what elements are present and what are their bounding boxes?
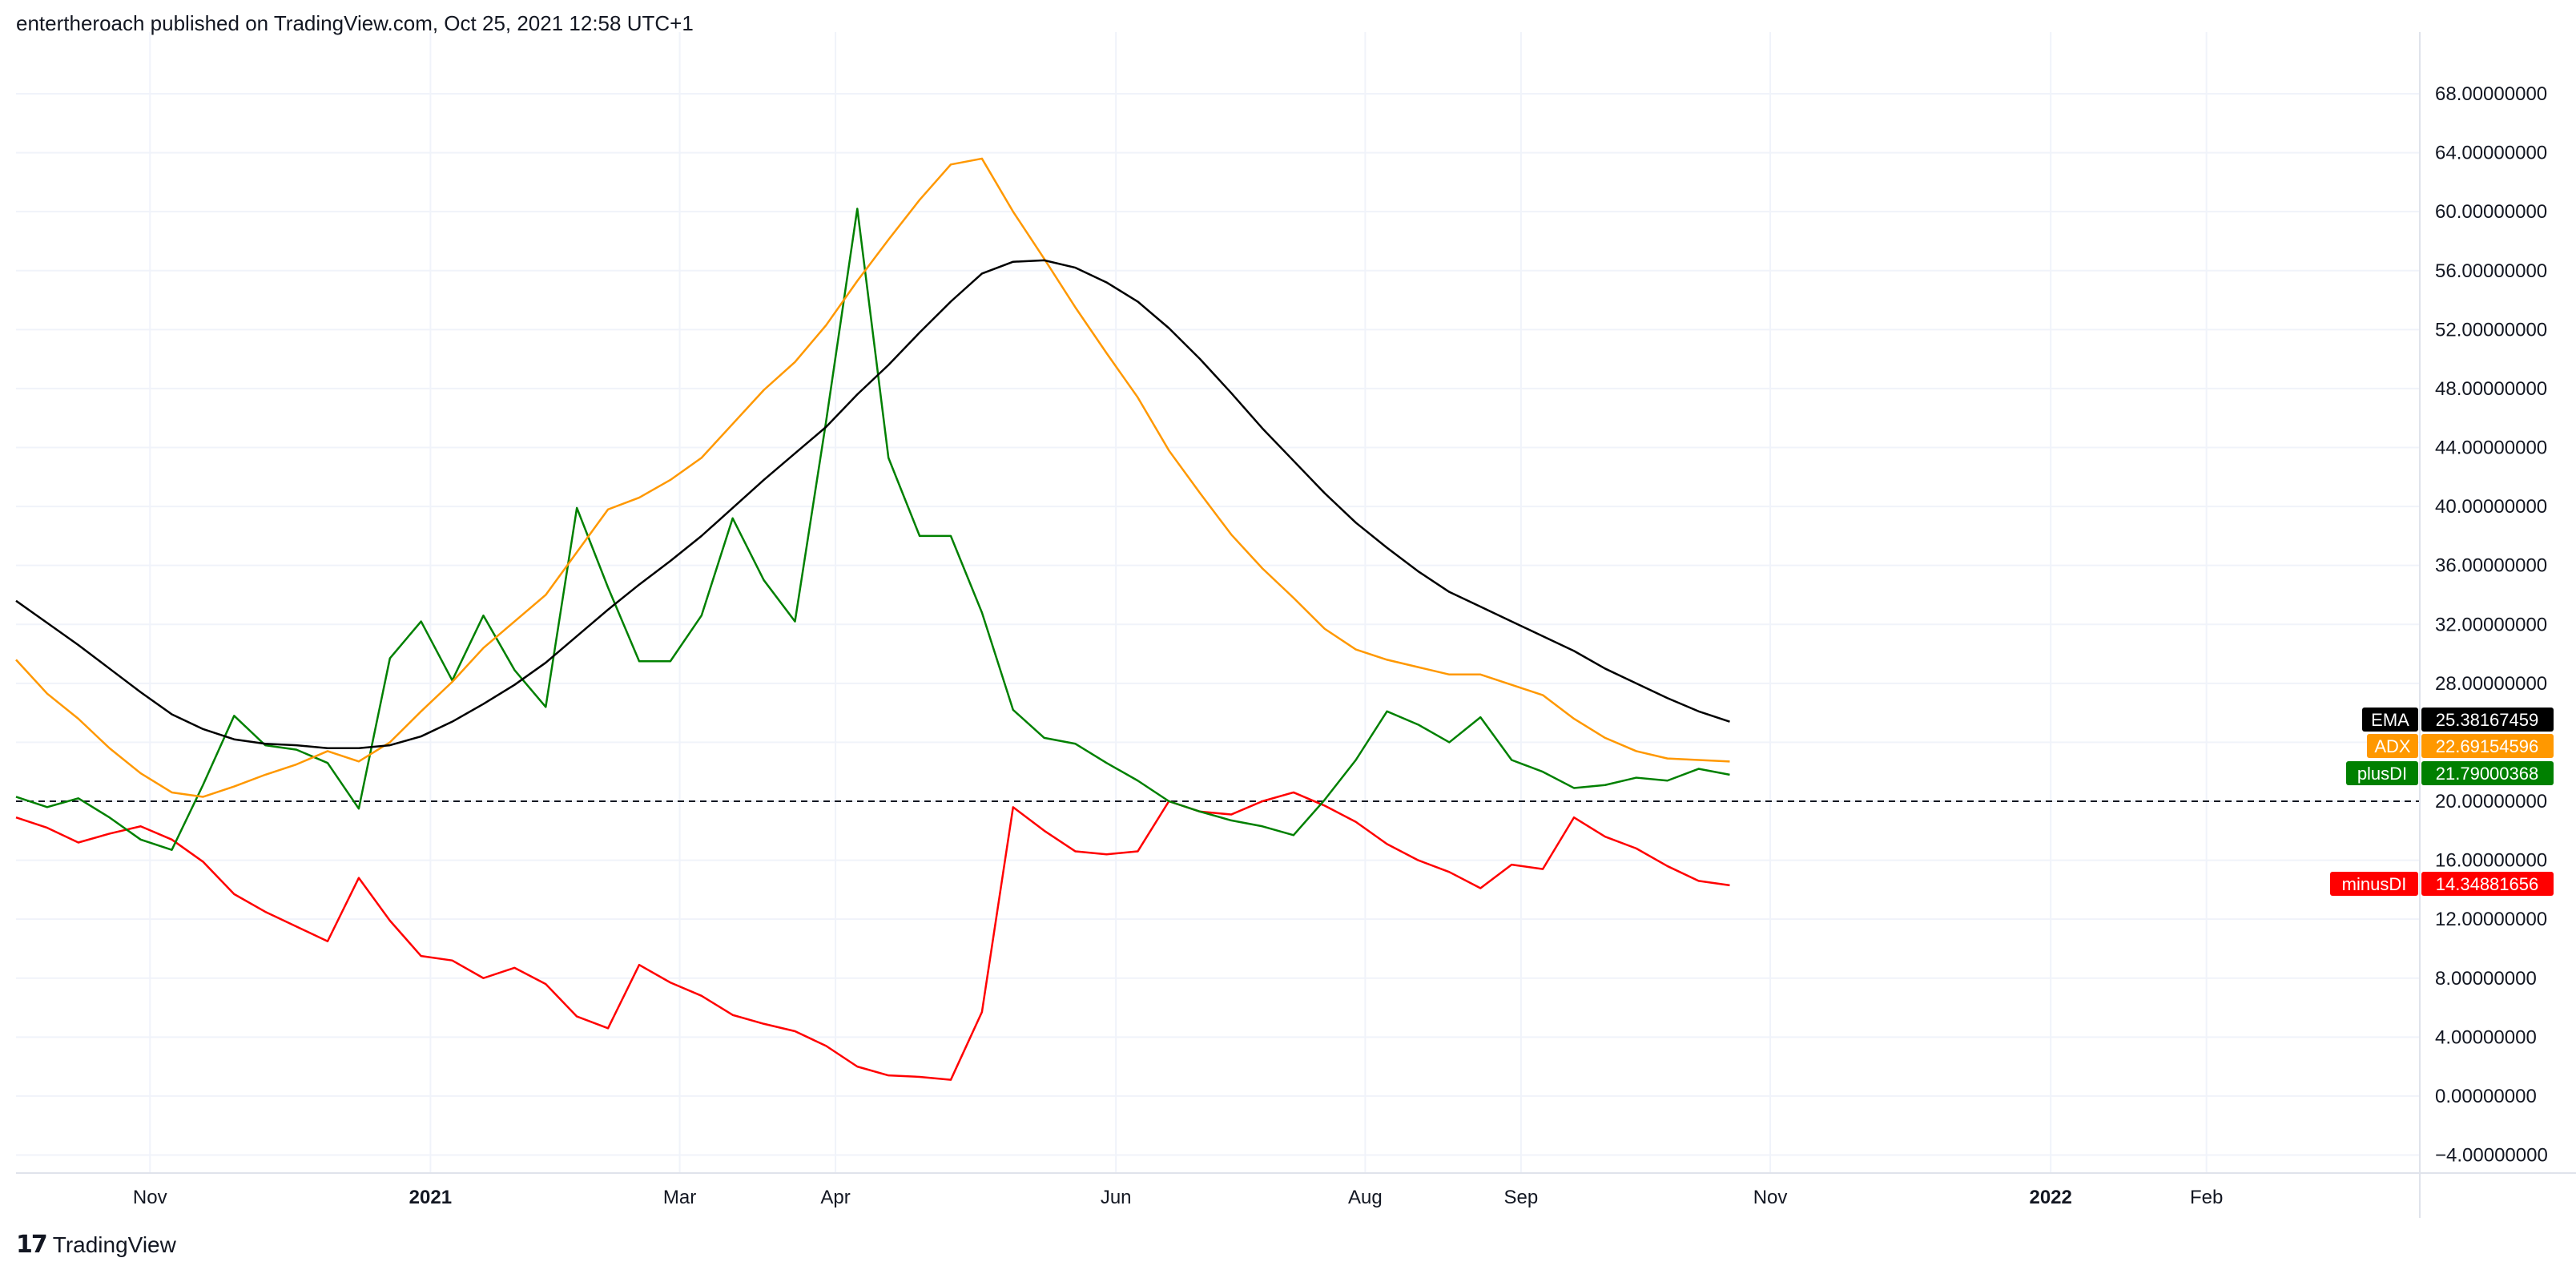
x-tick-label: Aug xyxy=(1348,1187,1383,1208)
tag-series-value: 14.34881656 xyxy=(2436,874,2538,894)
tag-series-name: plusDI xyxy=(2357,764,2407,784)
value-tag-plusdi: plusDI 21.79000368 xyxy=(2346,761,2554,785)
x-tick-label: Apr xyxy=(820,1187,850,1208)
brand-text: TradingView xyxy=(52,1232,176,1257)
y-tick-label: 20.00000000 xyxy=(2435,791,2547,812)
x-tick-label: Nov xyxy=(133,1187,167,1208)
x-tick-label: Feb xyxy=(2190,1187,2223,1208)
y-tick-label: 68.00000000 xyxy=(2435,83,2547,105)
value-tag-ema: EMA 25.38167459 xyxy=(2362,708,2554,732)
value-tag-minusdi: minusDI 14.34881656 xyxy=(2330,872,2554,896)
y-tick-label: 4.00000000 xyxy=(2435,1026,2537,1048)
y-tick-label: 28.00000000 xyxy=(2435,673,2547,695)
tradingview-logo-icon: 𝟭𝟳 xyxy=(16,1232,48,1258)
y-tick-label: 44.00000000 xyxy=(2435,437,2547,459)
tag-series-name: EMA xyxy=(2371,710,2409,730)
series-line-ema xyxy=(15,259,1730,750)
time-axis[interactable]: Nov 2021 Mar Apr Jun Aug Sep Nov 2022 Feb xyxy=(133,1187,2223,1208)
x-tick-label: Sep xyxy=(1504,1187,1539,1208)
publish-header: entertheroach published on TradingView.c… xyxy=(16,11,694,35)
y-tick-label: 40.00000000 xyxy=(2435,496,2547,518)
series-value-tags: EMA 25.38167459 ADX 22.69154596 plusDI 21.790… xyxy=(2330,708,2554,896)
y-tick-label: 60.00000000 xyxy=(2435,201,2547,223)
y-tick-label: 16.00000000 xyxy=(2435,850,2547,872)
tag-series-value: 25.38167459 xyxy=(2436,710,2538,730)
y-tick-label: −4.00000000 xyxy=(2435,1145,2548,1167)
tag-series-name: minusDI xyxy=(2342,874,2407,894)
y-tick-label: 12.00000000 xyxy=(2435,909,2547,930)
y-tick-label: 36.00000000 xyxy=(2435,555,2547,577)
y-tick-label: 64.00000000 xyxy=(2435,143,2547,164)
x-tick-label: 2021 xyxy=(409,1187,452,1208)
x-tick-label: Jun xyxy=(1101,1187,1132,1208)
tag-series-value: 21.79000368 xyxy=(2436,764,2538,784)
x-tick-label: 2022 xyxy=(2029,1187,2071,1208)
y-tick-label: 56.00000000 xyxy=(2435,260,2547,282)
x-tick-label: Nov xyxy=(1753,1187,1788,1208)
series-layer xyxy=(15,157,1730,1081)
chart-grid xyxy=(16,32,2420,1173)
series-line-minusdi xyxy=(15,791,1730,1081)
y-tick-label: 48.00000000 xyxy=(2435,378,2547,400)
series-line-adx xyxy=(15,157,1730,798)
series-line-plusdi xyxy=(15,208,1730,851)
tag-series-name: ADX xyxy=(2374,736,2411,756)
x-tick-label: Mar xyxy=(663,1187,696,1208)
y-tick-label: 0.00000000 xyxy=(2435,1086,2537,1107)
value-tag-adx: ADX 22.69154596 xyxy=(2367,734,2554,758)
price-axis[interactable]: 68.00000000 64.00000000 60.00000000 56.0000… xyxy=(2435,83,2548,1167)
tag-series-value: 22.69154596 xyxy=(2436,736,2538,756)
tradingview-brand[interactable]: 𝟭𝟳 TradingView xyxy=(16,1231,176,1259)
y-tick-label: 32.00000000 xyxy=(2435,614,2547,635)
y-tick-label: 52.00000000 xyxy=(2435,319,2547,341)
y-tick-label: 8.00000000 xyxy=(2435,968,2537,990)
